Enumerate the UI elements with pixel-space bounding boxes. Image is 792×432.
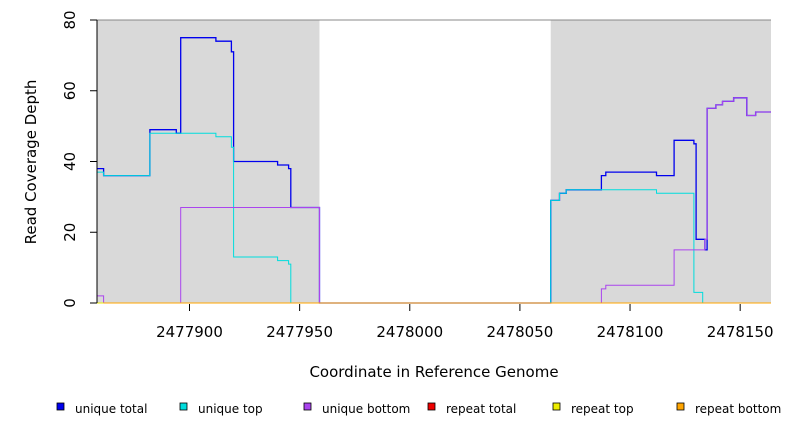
legend-label-repeat-total: repeat total: [446, 402, 516, 416]
y-tick-label: 60: [61, 81, 79, 100]
legend-label-unique-bottom: unique bottom: [322, 402, 410, 416]
x-tick-label: 2477900: [156, 323, 223, 341]
x-tick-label: 2477950: [266, 323, 333, 341]
legend-swatch-repeat-top: [552, 402, 561, 411]
legend-label-repeat-top: repeat top: [571, 402, 634, 416]
shaded-region-1: [97, 20, 320, 303]
x-axis-title: Coordinate in Reference Genome: [309, 363, 558, 381]
y-tick-label: 40: [61, 152, 79, 171]
x-axis: 2477900 2477950 2478000 2478050 2478100 24781…: [156, 304, 774, 341]
legend-swatch-unique-bottom: [303, 402, 312, 411]
x-tick-label: 2478150: [707, 323, 774, 341]
legend-label-unique-top: unique top: [198, 402, 263, 416]
legend-swatch-repeat-bottom: [676, 402, 685, 411]
series-lines: [97, 37, 771, 304]
series-line-unique-bottom: [97, 97, 771, 304]
legend-label-unique-total: unique total: [75, 402, 147, 416]
legend: unique total unique top unique bottom repea…: [56, 402, 781, 416]
shaded-regions: [97, 20, 771, 303]
y-axis-title: Read Coverage Depth: [22, 80, 40, 245]
legend-swatch-repeat-total: [427, 402, 436, 411]
y-tick-label: 0: [61, 298, 79, 308]
y-axis: 0 20 40 60 80: [61, 10, 97, 308]
shaded-region-2: [550, 20, 771, 303]
legend-label-repeat-bottom: repeat bottom: [695, 402, 781, 416]
legend-swatch-unique-total: [56, 402, 65, 411]
x-tick-label: 2478000: [376, 323, 443, 341]
y-tick-label: 80: [61, 10, 79, 29]
legend-swatch-unique-top: [179, 402, 188, 411]
x-tick-label: 2478100: [597, 323, 664, 341]
x-tick-label: 2478050: [486, 323, 553, 341]
y-tick-label: 20: [61, 223, 79, 242]
series-line-unique-top: [97, 132, 771, 304]
